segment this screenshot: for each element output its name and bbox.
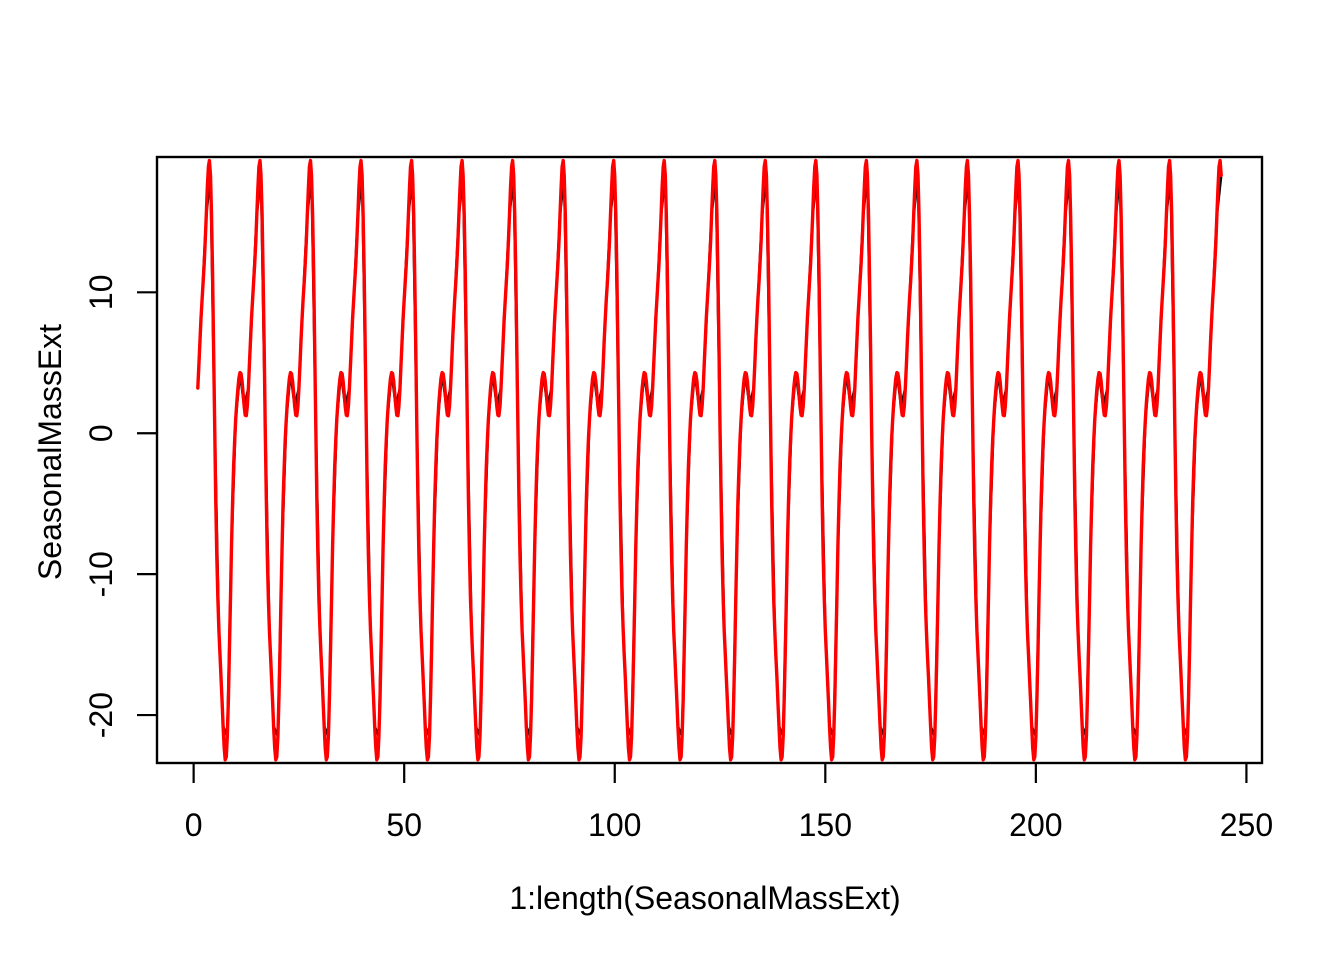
series-layer xyxy=(196,158,1223,762)
y-tick-label: -10 xyxy=(83,551,119,597)
ticks-layer: 0 50 100 150 200 250 -20 -10 0 10 xyxy=(83,275,1273,843)
x-tick-label: 100 xyxy=(588,807,641,843)
x-tick-label: 150 xyxy=(799,807,852,843)
plot-border xyxy=(155,155,1264,765)
red-series-line xyxy=(196,158,1223,762)
x-tick-label: 200 xyxy=(1009,807,1062,843)
x-axis-label: 1:length(SeasonalMassExt) xyxy=(509,880,900,916)
x-tick-label: 250 xyxy=(1220,807,1273,843)
y-tick-label: -20 xyxy=(83,692,119,738)
y-tick-label: 10 xyxy=(83,275,119,311)
x-tick-label: 0 xyxy=(185,807,203,843)
y-axis-label: SeasonalMassExt xyxy=(32,324,68,580)
x-tick-label: 50 xyxy=(386,807,422,843)
y-tick-label: 0 xyxy=(83,424,119,442)
